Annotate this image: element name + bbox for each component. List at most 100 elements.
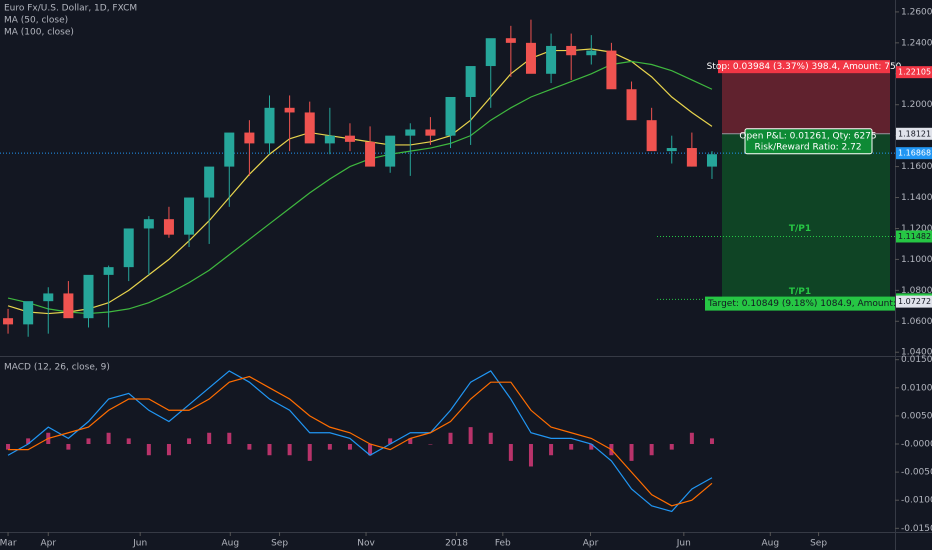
y-tick-label: 1.04000 (901, 348, 932, 358)
candle-body (163, 219, 174, 235)
histogram-bar (126, 438, 131, 444)
candle-body (184, 197, 195, 235)
histogram-bar (368, 444, 373, 456)
candle-body (405, 129, 416, 136)
candle-body (204, 166, 215, 198)
candle-body (706, 154, 717, 167)
macd-title: MACD (12, 26, close, 9) (4, 363, 110, 373)
pnl-label-bg (744, 128, 873, 155)
take-profit-label: T/P1 (789, 287, 811, 297)
candle-body (485, 38, 496, 67)
histogram-bar (388, 438, 393, 444)
x-tick-label: Aug (221, 539, 239, 549)
y-tick-label: 1.24000 (901, 38, 932, 48)
y-tick-label: -0.0000 (901, 440, 932, 450)
candle-body (284, 107, 295, 113)
histogram-bar (488, 432, 493, 444)
price-tag-bg (896, 127, 932, 140)
legend-ma50: MA (50, close) (4, 16, 68, 26)
histogram-bar (549, 444, 554, 456)
candle-body (465, 66, 476, 97)
y-tick-label: 0.0150 (901, 355, 932, 365)
moving-average (7, 48, 713, 315)
candle-body (43, 293, 54, 302)
histogram-bar (26, 438, 31, 444)
price-tag: 1.22105 (898, 68, 931, 77)
candle-body (365, 141, 376, 167)
histogram-bar (207, 432, 212, 444)
candle-body (324, 135, 335, 144)
y-tick-label: 1.06000 (901, 317, 932, 327)
x-tick-label: Aug (762, 539, 780, 549)
x-tick-label: Feb (495, 539, 511, 549)
price-tag: 1.11482 (898, 232, 931, 241)
y-tick-label: 1.20000 (901, 100, 932, 110)
candle-body (385, 135, 396, 167)
candle-body (606, 50, 617, 90)
stop-label: Stop: 0.03984 (3.37%) 398.4, Amount: 750 (707, 62, 902, 72)
histogram-bar (106, 432, 111, 444)
y-tick-label: 1.08000 (901, 286, 932, 296)
y-tick-label: 1.12000 (901, 224, 932, 234)
histogram-bar (287, 444, 292, 456)
x-tick-label: Nov (357, 539, 375, 549)
histogram-bar (86, 438, 91, 444)
price-tag-bg (896, 230, 932, 243)
candle-body (83, 274, 94, 319)
price-tag: 1.16868 (898, 149, 931, 158)
histogram-bar (247, 444, 252, 450)
y-tick-label: -0.0050 (901, 468, 932, 478)
pnl-label: Open P&L: 0.01261, Qty: 6275 (739, 131, 876, 141)
candle-body (566, 45, 577, 56)
candle-body (505, 38, 516, 43)
price-tag: 1.18121 (898, 129, 931, 138)
candle-body (425, 129, 436, 136)
price-tag-bg (896, 147, 932, 160)
y-tick-label: 0.0050 (901, 411, 932, 421)
candle-body (103, 267, 114, 275)
candle-body (264, 107, 275, 144)
ratio-label: Risk/Reward Ratio: 2.72 (754, 142, 861, 152)
candle-body (626, 89, 637, 121)
candle-body (224, 132, 235, 167)
x-tick-label: Jun (676, 539, 691, 549)
histogram-bar (227, 432, 232, 444)
candle-body (586, 50, 597, 56)
histogram-bar (428, 444, 433, 445)
candle-body (666, 148, 677, 152)
candle-body (445, 96, 456, 136)
histogram-bar (448, 432, 453, 444)
histogram-bar (347, 444, 352, 450)
histogram-bar (629, 444, 634, 461)
histogram-bar (267, 444, 272, 456)
candle-body (3, 318, 14, 325)
signal-line (8, 375, 713, 507)
histogram-bar (468, 427, 473, 444)
target-label: Target: 0.10849 (9.18%) 1084.9, Amount: … (707, 299, 922, 309)
candle-body (344, 135, 355, 142)
histogram-bar (709, 438, 714, 444)
y-tick-label: -0.0100 (901, 496, 932, 506)
y-tick-label: -0.0150 (901, 524, 932, 534)
x-tick-label: Jun (132, 539, 147, 549)
x-tick-label: Apr (583, 539, 599, 549)
candle-body (63, 293, 74, 319)
stop-zone (722, 72, 890, 134)
histogram-bar (689, 432, 694, 444)
candle-body (304, 112, 315, 144)
target-zone (722, 133, 890, 302)
histogram-bar (649, 444, 654, 456)
histogram-bar (6, 444, 11, 450)
candle-body (546, 45, 557, 74)
histogram-bar (66, 444, 71, 450)
candle-body (143, 219, 154, 229)
histogram-bar (327, 444, 332, 450)
price-tag-bg (896, 66, 932, 79)
candle-body (123, 228, 134, 268)
x-tick-label: 2018 (445, 539, 468, 549)
candle-body (244, 132, 255, 144)
histogram-bar (589, 444, 594, 450)
candle-body (23, 301, 34, 325)
target-label-bg (705, 296, 895, 311)
histogram-bar (528, 444, 533, 467)
